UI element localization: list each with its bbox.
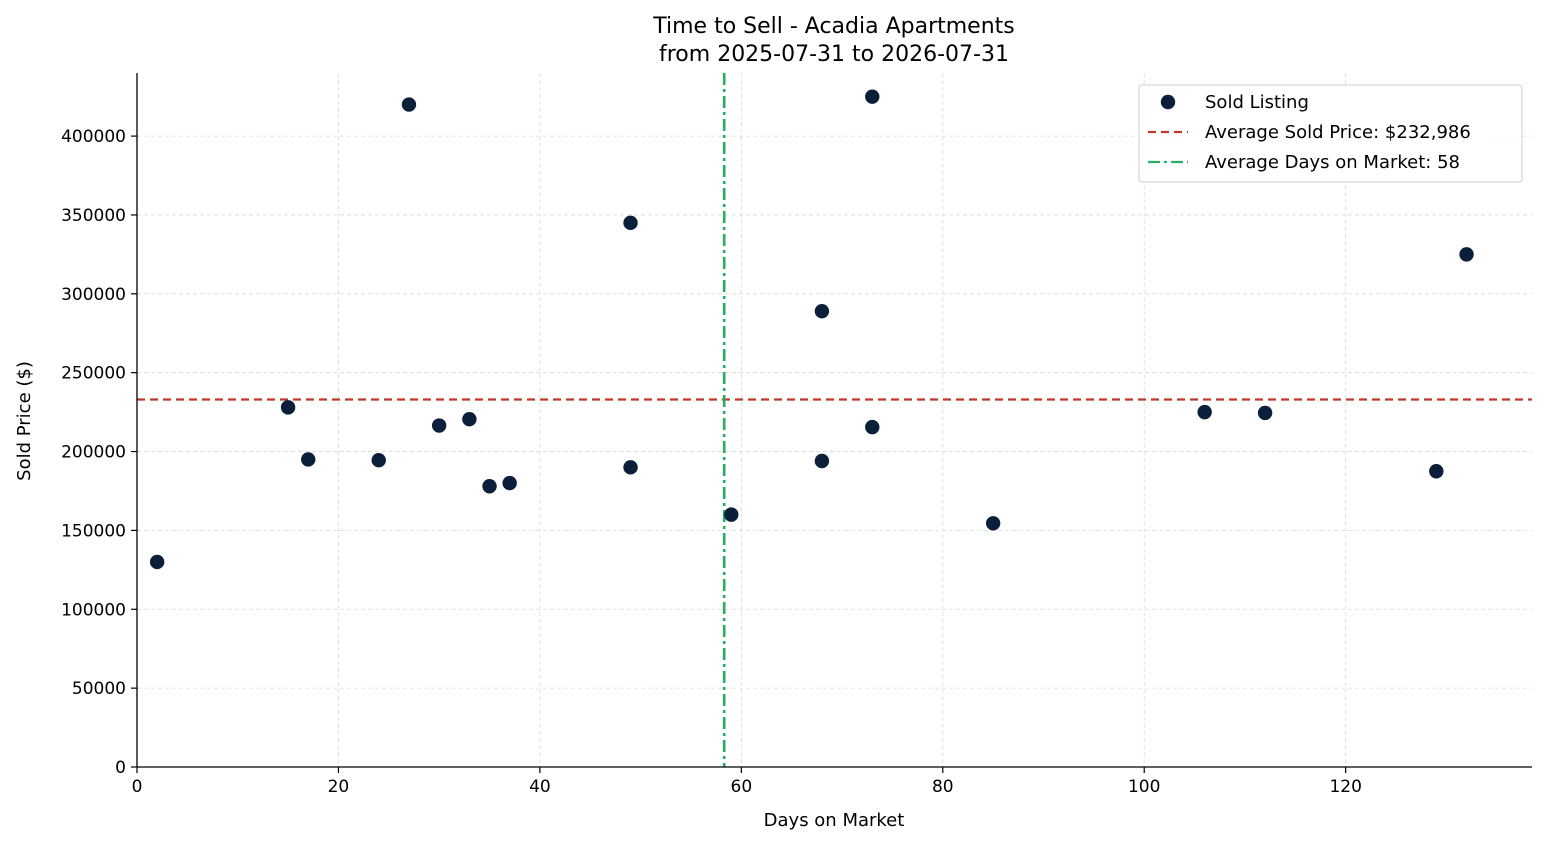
x-tick-label: 20 — [328, 777, 350, 797]
data-point — [482, 479, 497, 494]
x-axis-label: Days on Market — [764, 810, 905, 831]
data-point — [1257, 405, 1273, 421]
data-point — [1429, 464, 1444, 479]
data-point — [814, 303, 830, 319]
data-point — [371, 453, 386, 468]
legend-label-average-days: Average Days on Market: 58 — [1205, 152, 1460, 173]
legend-label-average-price: Average Sold Price: $232,986 — [1205, 122, 1471, 143]
data-point — [149, 554, 165, 570]
y-tick-label: 400000 — [61, 127, 126, 147]
x-tick-label: 120 — [1329, 777, 1361, 797]
legend-box — [1138, 84, 1523, 183]
grid — [137, 73, 1532, 767]
x-tick-label: 100 — [1128, 777, 1160, 797]
data-points — [149, 89, 1474, 570]
y-tick-label: 150000 — [61, 521, 126, 541]
legend: Sold Listing Average Sold Price: $232,98… — [1138, 84, 1523, 183]
data-point — [623, 460, 638, 475]
y-tick-label: 300000 — [61, 285, 126, 305]
x-tick-label: 80 — [932, 777, 954, 797]
x-tick-label: 0 — [132, 777, 143, 797]
data-point — [1197, 404, 1212, 420]
data-point — [462, 412, 477, 427]
chart-subtitle: from 2025-07-31 to 2026-07-31 — [659, 42, 1009, 67]
data-point — [865, 89, 880, 104]
y-tick-label: 100000 — [61, 600, 126, 620]
data-point — [814, 453, 830, 469]
y-tick-label: 350000 — [61, 206, 126, 226]
y-tick-label: 200000 — [61, 443, 126, 463]
y-axis-label: Sold Price ($) — [14, 361, 35, 481]
data-point — [401, 97, 417, 112]
y-tick-label: 0 — [115, 758, 126, 778]
data-point — [865, 419, 880, 435]
data-point — [724, 507, 739, 522]
reference-lines — [137, 73, 1532, 767]
y-axis-ticks: 0 50000 100000 150000 200000 250000 300000 3500… — [61, 127, 137, 778]
legend-label-sold-listing: Sold Listing — [1205, 92, 1309, 113]
data-point — [623, 215, 638, 231]
y-tick-label: 250000 — [61, 364, 126, 384]
data-point — [301, 452, 316, 467]
x-axis-ticks: 0 20 40 60 80 100 120 — [132, 767, 1362, 797]
data-point — [431, 418, 447, 433]
data-point — [1459, 247, 1474, 262]
data-point — [985, 516, 1001, 531]
y-tick-label: 50000 — [72, 679, 126, 699]
data-point — [502, 475, 517, 491]
legend-marker-sold-listing — [1160, 94, 1176, 110]
x-tick-label: 40 — [529, 777, 551, 797]
x-tick-label: 60 — [731, 777, 753, 797]
chart-title: Time to Sell - Acadia Apartments — [652, 14, 1015, 39]
data-point — [280, 400, 296, 415]
